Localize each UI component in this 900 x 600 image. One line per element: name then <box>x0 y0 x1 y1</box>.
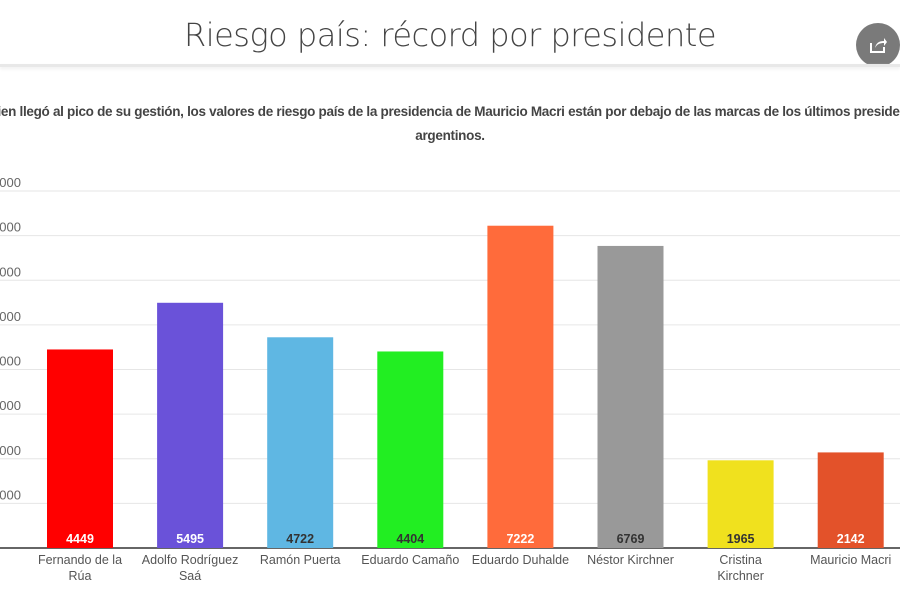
bar-value-label: 1965 <box>727 532 755 546</box>
y-tick-label: 5000 <box>0 309 21 324</box>
share-button[interactable] <box>856 23 900 67</box>
bar-value-label: 6769 <box>617 532 645 546</box>
x-tick-label: Fernando de la Rúa <box>38 553 122 583</box>
bar-value-label: 2142 <box>837 532 865 546</box>
bar <box>597 245 664 548</box>
bar <box>487 225 554 548</box>
bar-value-label: 4449 <box>66 532 94 546</box>
x-tick-label: Ramón Puerta <box>260 553 341 567</box>
bar <box>707 460 774 548</box>
x-tick-label: Adolfo Rodríguez Saá <box>142 553 239 583</box>
x-tick-label: Eduardo Duhalde <box>472 553 569 567</box>
y-tick-label: 2000 <box>0 443 21 458</box>
y-tick-label: 7000 <box>0 220 21 235</box>
bar-value-label: 7222 <box>506 532 534 546</box>
y-tick-label: 3000 <box>0 398 21 413</box>
x-tick-label: Eduardo Camaño <box>361 553 459 567</box>
bar <box>47 349 113 548</box>
y-tick-label: 6000 <box>0 264 21 279</box>
x-tick-label: Mauricio Macri <box>810 553 891 567</box>
chart-title: Riesgo país: récord por presidente <box>183 16 717 54</box>
chart-subtitle: Si bien llegó al pico de su gestión, los… <box>0 104 900 143</box>
y-tick-label: 1000 <box>0 487 21 502</box>
y-tick-label: 8000 <box>0 175 21 190</box>
bar-value-label: 4404 <box>396 532 424 546</box>
x-tick-label: Cristina Kirchner <box>717 553 764 583</box>
header-divider <box>0 64 900 67</box>
share-icon <box>870 38 887 53</box>
bar-value-label: 5495 <box>176 532 204 546</box>
x-tick-label: Néstor Kirchner <box>587 553 674 567</box>
bar-value-label: 4722 <box>286 532 314 546</box>
y-tick-label: 4000 <box>0 354 21 369</box>
bar <box>817 452 884 548</box>
bar <box>377 351 444 548</box>
bar <box>267 337 334 548</box>
bar <box>157 302 224 548</box>
